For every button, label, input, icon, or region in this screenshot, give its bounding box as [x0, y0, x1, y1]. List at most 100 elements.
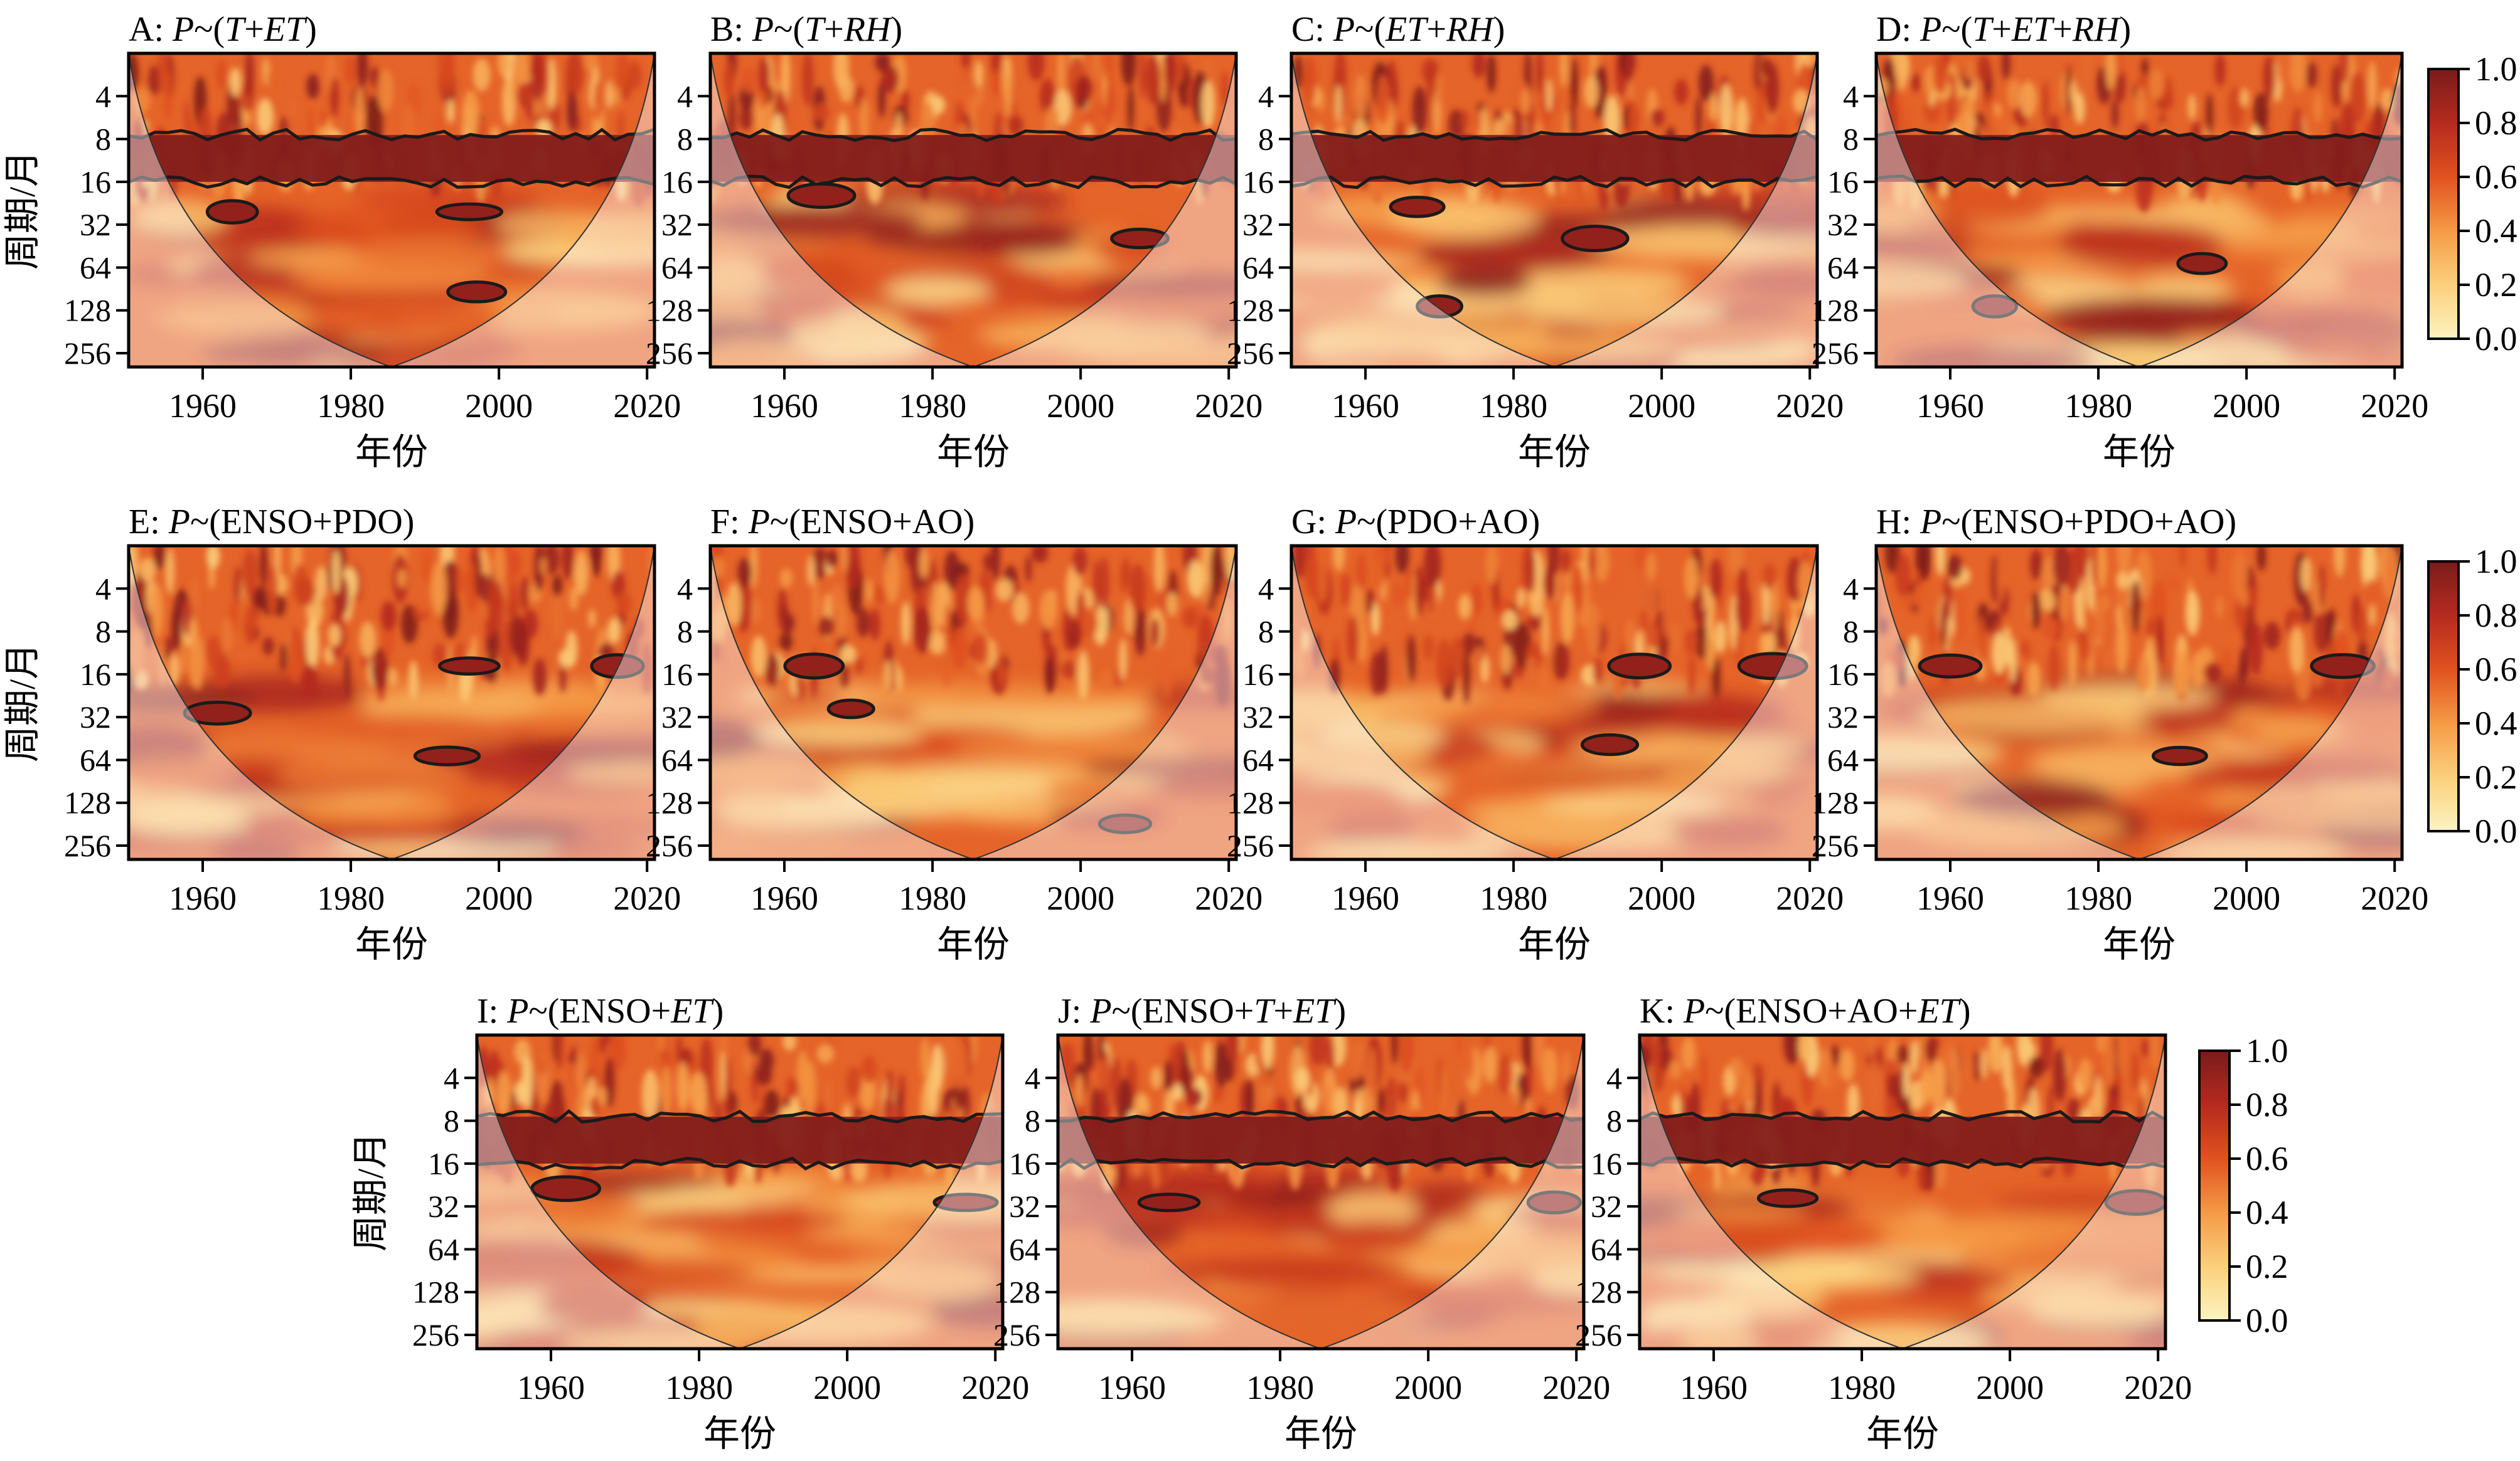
- cone-of-influence-edge: [129, 53, 654, 367]
- contour-16-line: [1640, 1156, 2165, 1171]
- y-tick-label: 32: [1242, 699, 1274, 735]
- y-tick-label: 8: [95, 122, 111, 157]
- x-tick-label: 1960: [1680, 1369, 1748, 1406]
- y-tick-label: 8: [1606, 1103, 1622, 1139]
- x-tick-label: 2020: [1776, 387, 1844, 425]
- contour-16-line: [1291, 174, 1817, 189]
- x-tick-label: 1960: [169, 387, 237, 425]
- y-tick-label: 32: [80, 699, 111, 735]
- y-axis-label: 周期/月: [2, 643, 43, 762]
- x-axis-label: 年份: [937, 432, 1010, 472]
- x-tick-label: 1960: [1916, 387, 1984, 425]
- plot-frame: [1289, 51, 1819, 369]
- contour-8-line: [1640, 1109, 2165, 1124]
- x-tick-label: 2000: [2213, 387, 2280, 425]
- x-tick-label: 1960: [169, 879, 237, 917]
- colorbar: 0.0 0.2 0.4 0.6 0.8 1.0: [2427, 543, 2517, 850]
- coherence-heatmap: [1876, 546, 2402, 859]
- x-tick-label: 2000: [2213, 879, 2280, 917]
- panel-j: 4 8 16 32 64 128 256 1960 1980 2000 2020 年份 J: P~(EN…: [993, 992, 1610, 1454]
- coherence-heatmap: [710, 546, 1236, 859]
- x-tick-label: 1980: [2064, 387, 2132, 425]
- significant-region: [590, 653, 645, 679]
- y-tick-label: 4: [444, 1060, 459, 1095]
- colorbar-tick-label: 0.2: [2246, 1248, 2288, 1285]
- significant-region: [1607, 652, 1672, 680]
- x-axis-label: 年份: [1866, 1413, 1939, 1454]
- y-axis-label: 周期/月: [2, 151, 43, 270]
- plot-frame: [127, 51, 656, 369]
- significant-region: [1918, 653, 1983, 679]
- cone-of-influence-edge: [129, 546, 654, 859]
- x-tick-label: 1980: [2064, 879, 2132, 917]
- significant-region: [413, 745, 481, 767]
- x-axis-label: 年份: [1518, 432, 1591, 472]
- panel-k: 4 8 16 32 64 128 256 1960 1980 2000 2020 年份 K: P~(EN…: [1575, 992, 2192, 1454]
- y-tick-label: 256: [1227, 336, 1274, 371]
- panel-title: I: P~(ENSO+ET): [477, 992, 723, 1031]
- panel-h: 4 8 16 32 64 128 256 1960 1980 2000 2020 年份 H: P~(EN…: [1812, 502, 2428, 965]
- x-tick-label: 2020: [1195, 879, 1263, 917]
- x-tick-label: 1980: [1828, 1369, 1896, 1406]
- y-tick-label: 16: [428, 1146, 459, 1181]
- significant-region: [783, 652, 845, 680]
- x-axis-label: 年份: [1518, 924, 1591, 965]
- x-tick-label: 1980: [317, 879, 385, 917]
- plot-frame: [708, 51, 1238, 369]
- cone-of-influence-edge: [1876, 53, 2402, 367]
- x-tick-label: 2020: [613, 387, 681, 425]
- colorbar-tick-label: 0.6: [2475, 651, 2517, 688]
- y-tick-label: 32: [1827, 699, 1859, 735]
- plot-frame: [1638, 1033, 2167, 1351]
- y-tick-label: 32: [1827, 207, 1859, 242]
- y-tick-label: 4: [677, 571, 693, 606]
- significant-region: [2151, 745, 2208, 767]
- colorbar-tick-label: 0.0: [2475, 320, 2517, 358]
- y-tick-label: 8: [1258, 122, 1274, 157]
- plot-frame: [1874, 51, 2404, 369]
- significant-region: [438, 656, 501, 676]
- contour-16-line: [1876, 174, 2402, 189]
- significant-region: [2104, 1189, 2165, 1216]
- x-tick-label: 2000: [1628, 879, 1695, 917]
- y-tick-label: 16: [1827, 164, 1859, 199]
- significant-region: [183, 700, 252, 726]
- x-tick-label: 1980: [899, 879, 966, 917]
- cone-of-influence: [1876, 53, 2402, 367]
- panel-g: 4 8 16 32 64 128 256 1960 1980 2000 2020 年份 G: P~(PD…: [1227, 502, 1844, 965]
- significant-region: [1580, 733, 1640, 757]
- x-tick-label: 2020: [961, 1369, 1029, 1406]
- panel-title: B: P~(T+RH): [710, 10, 902, 49]
- significant-region: [1097, 813, 1153, 834]
- colorbar-tick-label: 1.0: [2246, 1032, 2288, 1070]
- contour-8-line: [1291, 128, 1817, 142]
- y-tick-label: 128: [412, 1275, 459, 1310]
- x-tick-label: 2020: [2361, 879, 2428, 917]
- plot-frame: [1874, 544, 2404, 861]
- coherence-heatmap: [129, 53, 654, 367]
- y-tick-label: 128: [64, 785, 111, 821]
- panel-f: 4 8 16 32 64 128 256 1960 1980 2000 2020 年份 F: P~(EN…: [646, 502, 1263, 965]
- x-tick-label: 1980: [665, 1369, 733, 1406]
- x-tick-label: 1980: [317, 387, 385, 425]
- significant-region: [2310, 653, 2376, 679]
- y-tick-label: 32: [428, 1189, 459, 1224]
- y-tick-label: 8: [1258, 614, 1274, 649]
- colorbar-tick-label: 0.4: [2475, 704, 2517, 742]
- panel-i: 4 8 16 32 64 128 256 1960 1980 2000 2020 年份 周期/月 I: P…: [350, 992, 1029, 1454]
- y-tick-label: 64: [428, 1231, 459, 1267]
- cone-of-influence-edge: [710, 546, 1236, 859]
- x-tick-label: 1960: [1332, 387, 1399, 425]
- y-tick-label: 4: [1258, 571, 1274, 606]
- x-axis-label: 年份: [1284, 1413, 1357, 1454]
- y-tick-label: 256: [1227, 828, 1274, 863]
- x-tick-label: 1980: [1480, 387, 1547, 425]
- significant-region: [932, 1193, 999, 1213]
- plot-frame: [475, 1033, 1005, 1351]
- y-tick-label: 8: [444, 1103, 459, 1139]
- x-axis-label: 年份: [2103, 432, 2176, 472]
- x-tick-label: 1980: [1246, 1369, 1314, 1406]
- panel-e: 4 8 16 32 64 128 256 1960 1980 2000 2020 年份 周期/月 E: P…: [2, 502, 681, 965]
- x-axis-label: 年份: [355, 432, 428, 472]
- significant-region: [1137, 1193, 1201, 1213]
